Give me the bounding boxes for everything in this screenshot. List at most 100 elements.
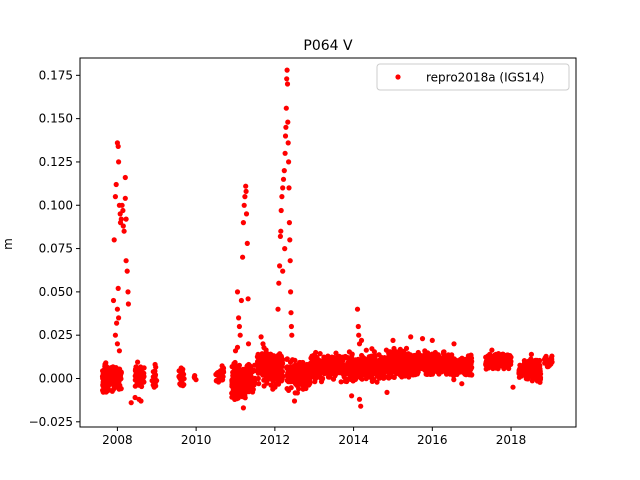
data-point <box>109 388 115 394</box>
x-tick-label: 2010 <box>181 433 212 447</box>
data-point <box>150 369 156 375</box>
data-point <box>116 159 122 165</box>
data-point <box>118 386 124 392</box>
data-point <box>279 364 285 370</box>
y-tick-label: 0.100 <box>39 198 73 212</box>
legend-marker <box>395 74 401 80</box>
x-tick-label: 2008 <box>102 433 133 447</box>
data-point <box>230 364 236 370</box>
data-point <box>441 349 447 355</box>
data-point <box>243 211 250 217</box>
data-point <box>317 358 323 364</box>
data-point <box>346 370 352 376</box>
data-point <box>244 240 250 246</box>
data-point <box>528 356 534 362</box>
data-point <box>119 202 125 208</box>
data-point <box>367 369 373 375</box>
data-point <box>361 367 367 373</box>
data-point <box>251 379 257 385</box>
data-point <box>385 374 391 380</box>
data-point <box>285 379 291 385</box>
data-point <box>268 382 274 388</box>
y-tick-label: 0.175 <box>39 68 73 82</box>
data-point <box>426 358 432 364</box>
data-point <box>361 356 367 362</box>
data-point <box>318 368 324 374</box>
data-point <box>284 356 290 362</box>
data-point <box>280 176 287 182</box>
data-point <box>357 365 363 371</box>
data-point <box>390 337 396 343</box>
data-point <box>116 315 122 321</box>
data-point <box>531 369 538 375</box>
data-point <box>276 280 282 286</box>
data-point <box>240 254 246 260</box>
data-point <box>285 367 291 374</box>
data-point <box>237 332 243 338</box>
x-tick-label: 2018 <box>496 433 527 447</box>
data-point <box>153 377 159 383</box>
data-point <box>427 371 434 377</box>
data-point <box>234 344 241 350</box>
data-point <box>296 386 302 392</box>
data-point <box>381 365 387 371</box>
data-point <box>312 379 318 385</box>
data-point <box>401 370 407 376</box>
data-point <box>368 362 374 368</box>
data-point <box>382 358 388 364</box>
data-point <box>372 356 378 362</box>
data-point <box>534 365 540 371</box>
data-point <box>285 119 291 125</box>
data-point <box>469 372 475 378</box>
legend-label: repro2018a (IGS14) <box>426 71 544 85</box>
data-point <box>347 357 353 363</box>
data-point <box>103 360 109 366</box>
data-point <box>358 337 365 343</box>
data-point <box>240 405 246 411</box>
data-point <box>437 355 443 361</box>
data-point <box>414 371 420 377</box>
data-point <box>281 168 287 174</box>
data-point <box>277 368 283 374</box>
data-point <box>433 352 439 358</box>
data-point <box>368 375 374 381</box>
data-point <box>527 362 533 368</box>
y-tick-label: 0.075 <box>39 242 73 256</box>
data-point <box>151 384 157 390</box>
data-point <box>387 359 394 365</box>
data-point <box>234 289 241 295</box>
data-point <box>121 228 127 234</box>
data-point <box>391 347 397 353</box>
data-point <box>282 150 288 156</box>
data-point <box>133 364 139 370</box>
data-point <box>467 361 473 367</box>
data-point <box>234 381 240 387</box>
data-point <box>530 376 537 382</box>
data-point <box>523 374 529 380</box>
y-tick-label: −0.025 <box>29 415 73 429</box>
data-point <box>110 371 116 378</box>
data-point <box>456 359 462 365</box>
data-point <box>280 374 286 380</box>
data-point <box>279 194 285 200</box>
data-point <box>405 353 411 359</box>
data-point <box>110 297 117 304</box>
data-point <box>297 368 303 375</box>
data-point <box>246 386 252 392</box>
data-point <box>423 363 429 369</box>
data-point <box>443 370 449 376</box>
data-point <box>270 386 276 392</box>
data-point <box>319 376 325 383</box>
data-point <box>111 237 117 243</box>
data-point <box>544 357 550 363</box>
data-point <box>356 396 363 402</box>
data-point <box>537 368 543 374</box>
data-point <box>385 366 391 372</box>
data-point <box>125 301 131 307</box>
data-point <box>528 351 535 357</box>
data-point <box>135 359 141 365</box>
data-point <box>239 394 245 400</box>
data-point <box>122 174 128 181</box>
data-point <box>237 389 243 395</box>
data-point <box>287 237 293 243</box>
